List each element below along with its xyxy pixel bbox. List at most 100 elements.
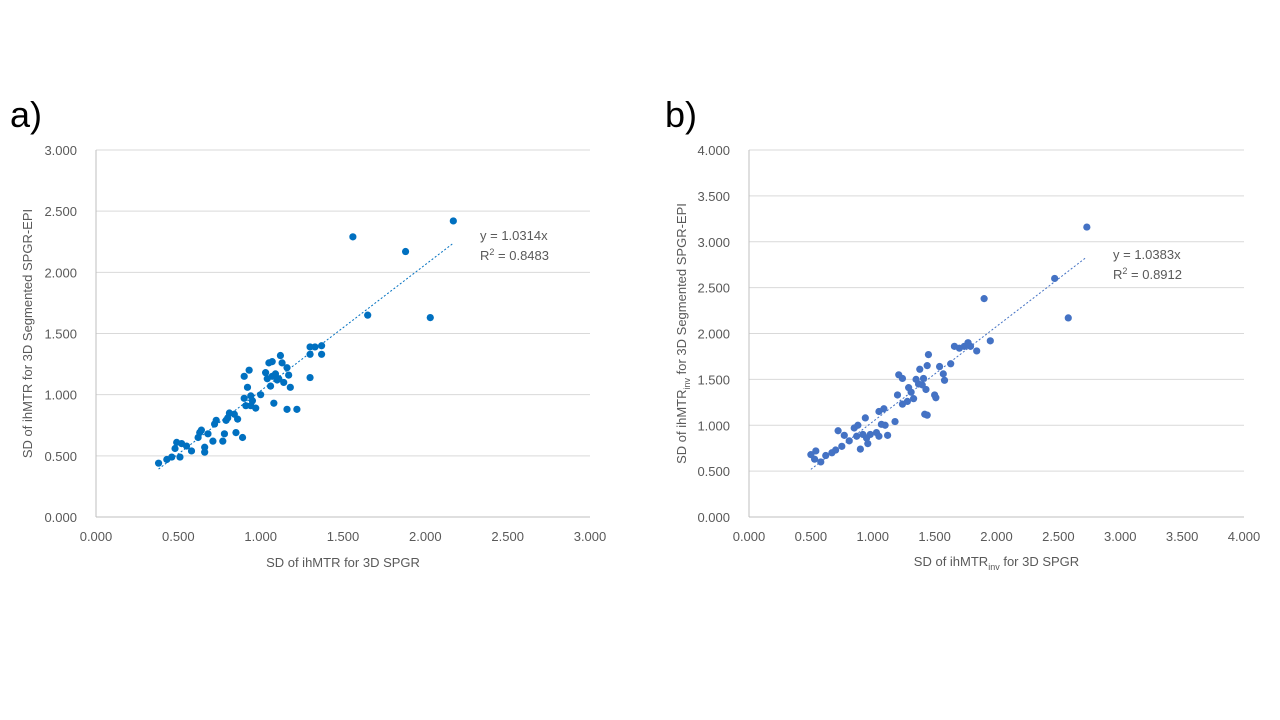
chart-a-data-point (219, 437, 227, 445)
chart-a-data-point (240, 394, 248, 402)
chart-a-data-point (266, 382, 275, 390)
chart-a-data-point (154, 459, 163, 467)
chart-a-data-point (204, 430, 212, 438)
chart-b-x-tick-label: 2.000 (980, 529, 1013, 544)
chart-b-data-point (922, 385, 930, 394)
chart-b-data-point (840, 431, 848, 439)
chart-a-data-point (285, 371, 293, 379)
chart-a-y-tick-label: 3.000 (44, 143, 77, 158)
chart-a-y-axis-title: SD of ihMTR for 3D Segmented SPGR-EPI (20, 209, 35, 458)
chart-b-data-point (919, 374, 928, 383)
chart-a-x-tick-label: 2.000 (409, 529, 442, 544)
chart-a-x-tick-label: 0.000 (80, 529, 113, 544)
chart-a: 0.000 0.500 1.000 1.500 2.000 2.500 3.000 0.000… (20, 143, 606, 570)
chart-a-data-point (317, 350, 326, 358)
chart-a-trendline (158, 242, 454, 470)
chart-a-data-point (262, 369, 270, 377)
chart-a-data-point (220, 430, 229, 438)
chart-a-data-point (176, 453, 184, 461)
chart-b-data-point (810, 455, 819, 463)
chart-a-data-point (187, 447, 196, 455)
panel-label-a: a) (10, 94, 43, 135)
chart-b-data-point (924, 351, 933, 359)
chart-a-data-point (349, 233, 357, 241)
chart-a-y-tick-label: 2.000 (44, 265, 77, 280)
chart-a-data-point (182, 442, 191, 450)
chart-a-y-tick-label: 0.000 (44, 510, 77, 525)
chart-b-data-point (891, 417, 899, 426)
chart-b-data-point (817, 458, 825, 466)
chart-b-data-point (875, 432, 883, 440)
chart-a-data-point (201, 448, 209, 456)
chart-a-data-point (242, 402, 250, 410)
chart-a-data-point (306, 373, 314, 382)
chart-a-data-point (401, 247, 410, 256)
chart-b-y-tick-label: 1.500 (697, 372, 730, 387)
chart-b-x-tick-label: 0.500 (795, 529, 828, 544)
chart-b-data-point (856, 445, 864, 453)
chart-b-data-point (838, 442, 846, 450)
chart-a-data-point (243, 383, 252, 391)
chart-a-x-tick-label: 1.000 (244, 529, 277, 544)
chart-a-x-tick-label: 2.500 (491, 529, 524, 544)
chart-b-data-point (884, 431, 892, 439)
chart-b-data-point (834, 427, 842, 435)
chart-a-data-point (278, 359, 286, 367)
chart-a-data-point (306, 343, 314, 351)
chart-b-data-point (845, 437, 853, 445)
chart-b-y-tick-label: 3.500 (697, 189, 730, 204)
chart-a-data-point (268, 358, 276, 366)
chart-b-x-axis-title: SD of ihMTRinv for 3D SPGR (914, 554, 1079, 572)
chart-a-y-tick-label: 1.500 (44, 327, 77, 342)
chart-b-data-point (898, 374, 907, 383)
chart-b-x-tick-label: 3.000 (1104, 529, 1137, 544)
chart-b-data-point (854, 421, 862, 429)
chart-b: 0.000 0.500 1.000 1.500 2.000 2.500 3.000 3.500… (674, 143, 1260, 572)
chart-a-y-tick-label: 1.000 (44, 388, 77, 403)
chart-a-data-point (276, 351, 285, 360)
chart-b-data-point (935, 362, 944, 371)
chart-a-data-point (238, 433, 247, 442)
chart-a-data-point (252, 404, 260, 412)
chart-b-data-point (812, 447, 820, 455)
chart-a-data-point (364, 311, 372, 319)
chart-b-x-tick-label: 1.000 (856, 529, 889, 544)
chart-a-data-point (449, 217, 457, 225)
chart-b-data-point (881, 421, 889, 429)
chart-a-data-point (240, 372, 248, 380)
chart-b-data-point (940, 376, 949, 384)
chart-a-data-point (306, 350, 314, 358)
chart-a-data-point (212, 416, 220, 424)
chart-b-y-tick-label: 0.000 (697, 510, 730, 525)
chart-b-data-point (864, 440, 872, 448)
chart-b-data-point (980, 295, 988, 303)
chart-b-data-point (853, 432, 861, 440)
chart-a-data-point (245, 366, 253, 374)
chart-a-y-tick-label: 2.500 (44, 204, 77, 219)
chart-b-data-point (893, 391, 902, 399)
chart-a-x-tick-label: 3.000 (574, 529, 607, 544)
chart-a-data-point (275, 375, 283, 383)
chart-b-data-point (909, 395, 918, 403)
chart-b-data-point (932, 394, 940, 402)
chart-b-data-point (1083, 223, 1091, 231)
chart-a-x-tick-label: 0.500 (162, 529, 195, 544)
chart-b-data-point (832, 446, 840, 454)
chart-b-data-point (1064, 314, 1072, 322)
chart-b-x-tick-label: 3.500 (1166, 529, 1199, 544)
chart-b-data-point (947, 360, 955, 368)
chart-a-data-point (270, 399, 278, 407)
chart-b-data-point (923, 362, 931, 370)
chart-a-r-squared: R2 = 0.8483 (480, 247, 549, 263)
chart-b-y-tick-label: 1.000 (697, 418, 730, 433)
chart-a-x-tick-label: 1.500 (327, 529, 360, 544)
chart-b-data-point (903, 397, 912, 405)
chart-b-x-tick-label: 2.500 (1042, 529, 1075, 544)
chart-b-y-tick-label: 2.500 (697, 281, 730, 296)
chart-a-data-point (280, 378, 288, 387)
chart-a-data-point (171, 444, 179, 453)
chart-b-data-point (923, 411, 931, 419)
chart-b-trend-equation: y = 1.0383x (1113, 247, 1181, 262)
chart-b-data-point (822, 451, 830, 460)
